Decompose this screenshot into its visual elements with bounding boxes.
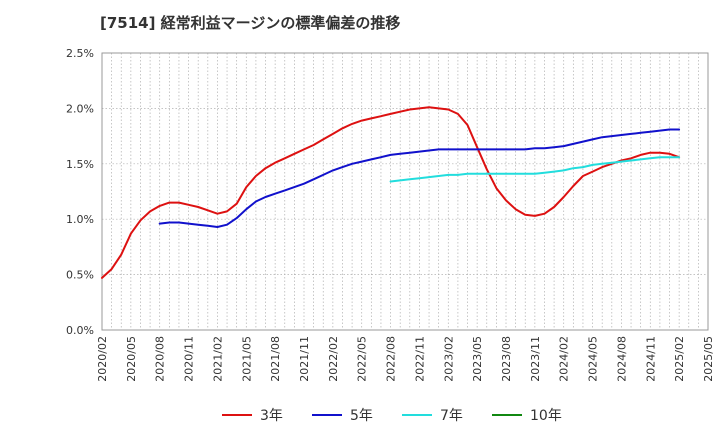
x-tick-label: 2020/02 [96, 336, 109, 382]
x-tick-label: 2022/02 [327, 336, 340, 382]
series-layer [101, 106, 681, 279]
x-tick-label: 2025/02 [673, 336, 686, 382]
x-tick-label: 2022/08 [385, 336, 398, 382]
x-tick-label: 2021/08 [269, 336, 282, 382]
legend-label-4: 10年 [530, 408, 562, 424]
x-tick-label: 2023/08 [500, 336, 513, 382]
x-tick-label: 2021/05 [240, 336, 253, 382]
legend-label-2: 5年 [350, 408, 373, 424]
plot-frame [101, 52, 709, 331]
x-tick-label: 2024/05 [587, 336, 600, 382]
x-tick-label: 2020/05 [125, 336, 138, 382]
x-tick-label: 2021/11 [298, 336, 311, 382]
x-tick-label: 2023/05 [471, 336, 484, 382]
y-axis-tick-labels: 0.0% 0.5% 1.0% 1.5% 2.0% 2.5% [66, 47, 94, 337]
x-tick-label: 2024/11 [644, 336, 657, 382]
x-tick-label: 2021/02 [211, 336, 224, 382]
series-line-3 [389, 156, 681, 183]
y-tick-label: 1.5% [66, 158, 94, 171]
legend-label-3: 7年 [440, 408, 463, 424]
y-tick-label: 2.5% [66, 47, 94, 60]
legend: 3年 5年 7年 10年 [222, 408, 562, 424]
x-tick-label: 2024/08 [615, 336, 628, 382]
chart-title: [7514] 経常利益マージンの標準偏差の推移 [100, 14, 401, 32]
x-tick-label: 2020/11 [183, 336, 196, 382]
x-axis-tick-labels: 2020/02 2020/05 2020/08 2020/11 2021/02 2021/… [96, 336, 715, 382]
x-tick-label: 2024/02 [558, 336, 571, 382]
y-tick-label: 2.0% [66, 102, 94, 115]
y-tick-label: 0.5% [66, 269, 94, 282]
x-tick-label: 2022/11 [413, 336, 426, 382]
x-tick-label: 2022/05 [356, 336, 369, 382]
x-tick-label: 2020/08 [154, 336, 167, 382]
series-line-2 [158, 128, 681, 228]
series-line-1 [101, 106, 681, 279]
y-tick-label: 0.0% [66, 324, 94, 337]
x-tick-label: 2023/02 [442, 336, 455, 382]
grid-layer [102, 53, 708, 330]
y-tick-label: 1.0% [66, 213, 94, 226]
legend-label-1: 3年 [260, 408, 283, 424]
x-tick-label: 2025/05 [702, 336, 715, 382]
x-tick-label: 2023/11 [529, 336, 542, 382]
